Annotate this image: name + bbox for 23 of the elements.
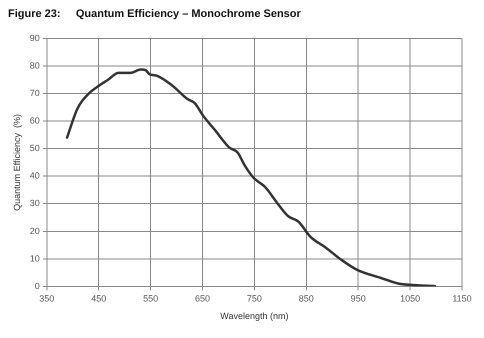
x-tick-label: 350 <box>39 293 54 304</box>
x-tick-label: 1150 <box>452 293 472 304</box>
x-tick-label: 850 <box>298 293 314 304</box>
chart-title: Figure 23: Quantum Efficiency – Monochrome Sensor <box>8 8 302 22</box>
y-tick-label: 60 <box>30 116 40 126</box>
y-tick-label: 50 <box>30 143 40 154</box>
y-tick-label: 0 <box>34 280 40 291</box>
x-tick-label: 550 <box>143 293 158 304</box>
x-tick-label: 1050 <box>400 293 420 304</box>
y-tick-label: 30 <box>30 198 40 208</box>
y-tick-label: 90 <box>30 32 40 43</box>
x-tick-label: 750 <box>246 293 262 304</box>
y-tick-label: 40 <box>30 170 40 181</box>
y-tick-label: 10 <box>30 253 40 264</box>
x-tick-label: 650 <box>194 293 210 304</box>
line-series <box>66 68 436 286</box>
y-axis-title: Quantum Efficiency (%) <box>12 114 22 211</box>
y-tick-label: 80 <box>30 60 40 70</box>
x-tick-label: 950 <box>350 293 366 304</box>
y-tick-label: 20 <box>30 226 40 236</box>
x-tick-label: 450 <box>91 293 106 304</box>
y-tick-label: 70 <box>30 88 40 98</box>
x-axis-title: Wavelength (nm) <box>220 311 289 322</box>
